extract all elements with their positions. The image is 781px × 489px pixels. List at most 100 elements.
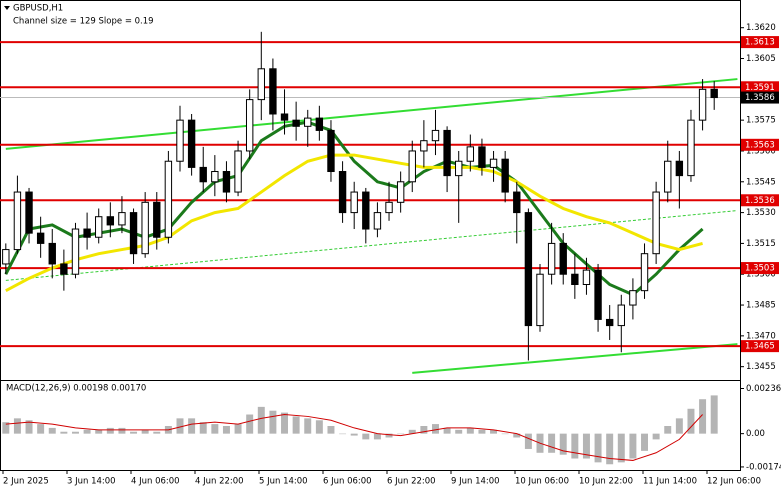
macd-bar <box>513 433 521 438</box>
macd-bar <box>466 427 474 434</box>
candle-body <box>280 113 289 121</box>
macd-bar <box>130 431 138 434</box>
level-label-box <box>741 36 779 49</box>
macd-bar <box>188 418 196 434</box>
candle-body <box>559 242 567 275</box>
candle-body <box>234 150 242 193</box>
candle-body <box>245 99 254 152</box>
macd-bar <box>524 433 532 449</box>
candle-body <box>222 171 231 193</box>
macd-bar <box>2 422 10 434</box>
candle-body <box>362 191 370 230</box>
level-label-box <box>741 340 779 353</box>
macd-bar <box>222 426 230 434</box>
candle-body <box>95 216 103 238</box>
y-tick-label: 1.3620 <box>746 23 776 33</box>
candle-body <box>617 304 625 327</box>
level-label-box <box>741 262 779 275</box>
macd-bar <box>327 426 335 434</box>
macd-bar <box>582 433 590 459</box>
level-label: 1.3563 <box>745 140 775 150</box>
macd-bar <box>362 433 370 440</box>
candle-body <box>71 228 80 275</box>
macd-bar <box>501 433 509 435</box>
candle-body <box>594 269 602 320</box>
plot-frame <box>0 0 741 471</box>
macd-bar <box>281 412 288 434</box>
macd-bar <box>234 424 242 434</box>
moving-average <box>5 153 703 292</box>
chart-title: GBPUSD,H1 <box>13 4 63 14</box>
candle-body <box>25 191 33 234</box>
candle-body <box>443 129 451 177</box>
candle-body <box>547 242 556 275</box>
macd-bar <box>141 429 149 434</box>
candle-body <box>338 171 347 214</box>
candle-body <box>2 249 10 265</box>
x-tick-label: 10 Jun 22:00 <box>579 477 633 487</box>
macd-bar <box>339 433 347 435</box>
macd-bar <box>548 433 556 453</box>
chart-subtitle: Channel size = 129 Slope = 0.19 <box>13 17 154 27</box>
y-tick-label: 1.3485 <box>746 301 776 311</box>
macd-bar <box>25 420 33 434</box>
x-tick-label: 4 Jun 22:00 <box>195 477 244 487</box>
candle-body <box>36 232 45 244</box>
y-tick-label: 1.3530 <box>746 208 776 218</box>
candle-body <box>292 119 300 127</box>
level-label: 1.3613 <box>745 38 775 48</box>
candle-body <box>164 160 173 238</box>
candle-body <box>501 158 509 193</box>
x-tick-label: 9 Jun 14:00 <box>451 477 500 487</box>
candle-body <box>466 146 475 162</box>
macd-bar <box>606 433 614 465</box>
y-tick-label: 0.00 <box>746 429 765 439</box>
candle-body <box>187 119 196 168</box>
macd-bar <box>490 429 498 434</box>
macd-bar <box>269 410 277 434</box>
candle-body <box>571 273 579 286</box>
price-label-box <box>741 91 779 104</box>
candle-body <box>431 129 440 142</box>
macd-title: MACD(12,26,9) 0.00198 0.00170 <box>6 384 146 394</box>
macd-bar <box>95 429 103 434</box>
x-tick-label: 6 Jun 06:00 <box>323 477 372 487</box>
candle-body <box>675 160 684 177</box>
candle-body <box>106 216 115 226</box>
y-tick-label: 1.3575 <box>746 116 776 126</box>
macd-bar <box>37 424 45 434</box>
candle-body <box>687 119 695 177</box>
x-tick-label: 5 Jun 14:00 <box>259 477 308 487</box>
level-label-box <box>741 138 779 151</box>
x-tick-label: 12 Jun 06:00 <box>707 477 761 487</box>
macd-bar <box>211 424 219 434</box>
macd-bar <box>72 431 79 434</box>
macd-bar <box>176 418 184 434</box>
y-tick-label: 1.3560 <box>746 146 776 156</box>
y-tick-label: 1.3515 <box>746 239 776 249</box>
macd-bar <box>397 433 405 435</box>
macd-bar <box>304 418 312 434</box>
candle-body <box>629 290 637 306</box>
macd-bar <box>13 418 21 434</box>
y-tick-label: 1.3500 <box>746 270 776 280</box>
y-tick-label: -0.00174 <box>746 462 781 472</box>
macd-bar <box>199 422 207 434</box>
level-label: 1.3465 <box>745 342 775 352</box>
candle-body <box>536 273 544 327</box>
y-tick-label: 1.3470 <box>746 331 776 341</box>
x-tick-label: 2 Jun 2025 <box>3 477 49 487</box>
x-tick-label: 3 Jun 14:00 <box>67 477 116 487</box>
candle-body <box>524 212 533 327</box>
macd-bar <box>118 427 126 434</box>
macd-bar <box>443 427 451 434</box>
macd-bar <box>153 431 161 434</box>
macd-bar <box>559 433 567 455</box>
candle-body <box>420 140 428 152</box>
candle-body <box>327 129 335 173</box>
level-label-box <box>741 81 779 94</box>
candle-body <box>199 166 207 183</box>
macd-bar <box>478 429 486 434</box>
candle-body <box>211 171 219 183</box>
y-tick-label: 0.00236 <box>746 384 781 394</box>
